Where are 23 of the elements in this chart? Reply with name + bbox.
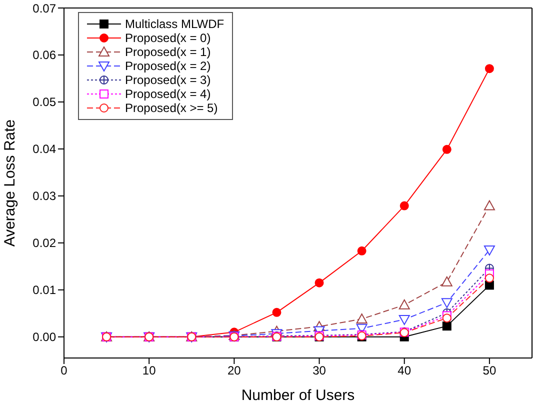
y-axis-title: Average Loss Rate: [2, 119, 18, 247]
x-tick-label: 40: [398, 364, 412, 378]
y-tick-label: 0.02: [32, 236, 56, 250]
x-axis-title: Number of Users: [241, 387, 355, 404]
y-tick-label: 0.06: [32, 48, 56, 62]
x-tick-label: 20: [228, 364, 242, 378]
x-tick-label: 10: [142, 364, 156, 378]
x-tick-label: 30: [312, 364, 326, 378]
y-tick-label: 0.04: [32, 142, 56, 156]
legend-label: Proposed(x = 4): [125, 87, 211, 101]
legend-label: Proposed(x = 3): [125, 73, 211, 87]
legend-label: Multiclass MLWDF: [125, 17, 224, 31]
x-tick-label: 50: [482, 364, 496, 378]
y-tick-label: 0.03: [32, 189, 56, 204]
legend-label: Proposed(x = 1): [125, 45, 211, 59]
y-tick-label: 0.01: [32, 283, 56, 298]
x-tick-label: 0: [60, 364, 68, 378]
y-tick-label: 0.00: [32, 330, 56, 344]
legend-label: Proposed(x >= 5): [125, 101, 218, 115]
y-tick-label: 0.05: [32, 95, 56, 110]
legend-label: Proposed(x = 0): [125, 31, 211, 45]
y-tick-label: 0.07: [32, 1, 56, 16]
legend-label: Proposed(x = 2): [125, 59, 211, 73]
